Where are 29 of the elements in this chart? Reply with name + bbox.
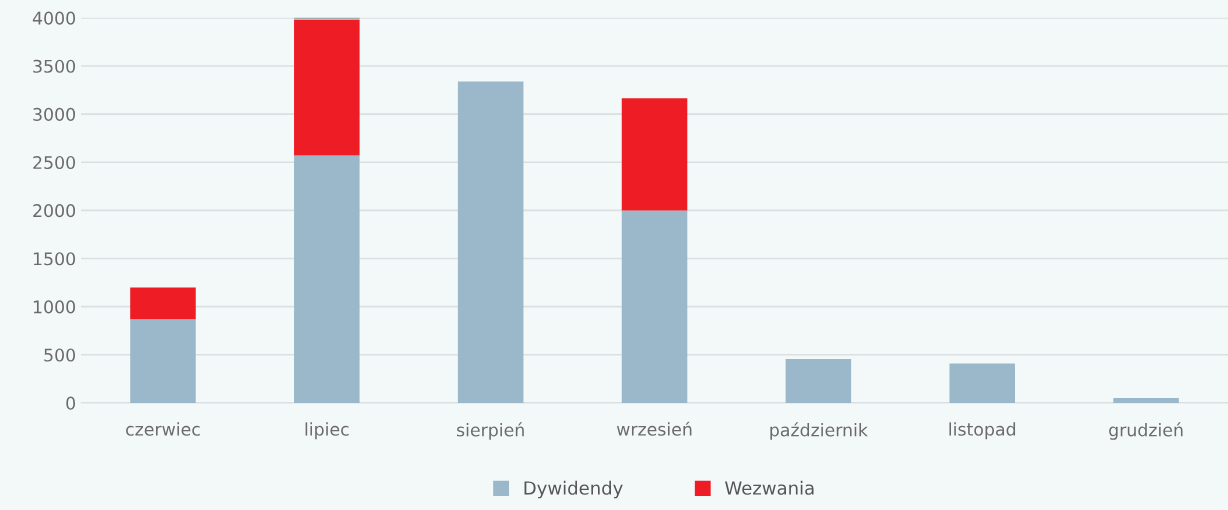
x-tick-label: grudzień (1109, 422, 1183, 440)
y-tick-label: 2500 (33, 155, 76, 170)
y-tick-label: 0 (66, 396, 76, 410)
bar (621, 210, 688, 403)
x-tick-label: październik (770, 422, 868, 440)
y-tick-label: 3500 (33, 59, 76, 73)
y-tick-label: 4000 (32, 11, 76, 25)
bar (1113, 398, 1179, 403)
x-tick-label: listopad (949, 422, 1016, 440)
bar (130, 287, 196, 320)
y-tick-label: 1500 (33, 252, 76, 266)
x-tick-label: sierpień (457, 422, 524, 440)
legend-label: Dywidendy (524, 480, 623, 499)
bar (130, 319, 196, 403)
bar (294, 17, 360, 20)
legend-label: Wezwania (725, 480, 814, 495)
x-tick-label: wrzesień (616, 421, 692, 436)
y-tick-label: 2000 (33, 204, 76, 218)
x-tick-label: czerwiec (126, 422, 200, 436)
bar (949, 363, 1015, 403)
bar (457, 81, 524, 403)
y-tick-label: 500 (44, 348, 76, 362)
bar (785, 359, 852, 403)
y-tick-label: 1000 (33, 300, 76, 314)
bar (621, 98, 688, 211)
x-tick-label: lipiec (305, 422, 349, 440)
bar (294, 155, 360, 403)
y-tick-label: 3000 (33, 107, 76, 121)
bar (294, 19, 360, 156)
